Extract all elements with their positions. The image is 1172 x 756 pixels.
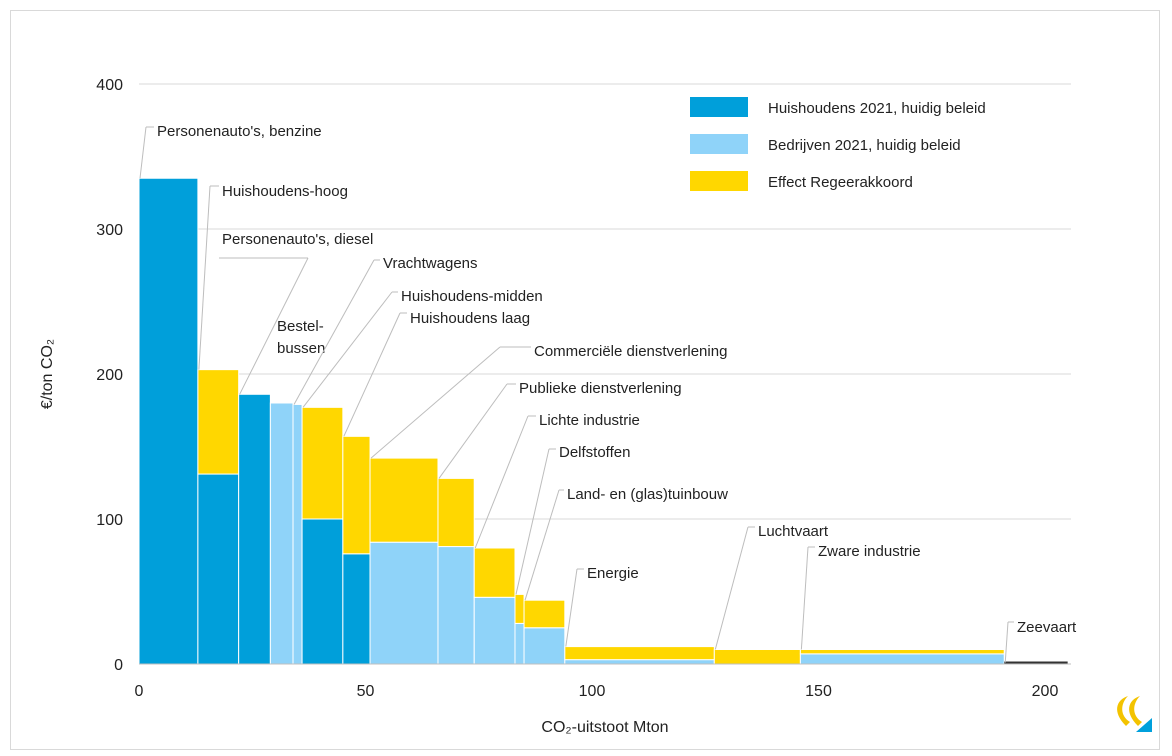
annotation-label-13: Luchtvaart: [758, 523, 829, 540]
bar-base-2: [238, 393, 271, 665]
legend-label-effect: Effect Regeerakkoord: [768, 174, 913, 191]
bar-effect-8: [437, 477, 475, 548]
bar-base-4: [292, 403, 303, 665]
annotation-leader-9: [474, 415, 529, 549]
annotation-label-2: Personenauto's, diesel: [222, 231, 373, 248]
y-tick-label-400: 400: [96, 77, 123, 94]
y-tick-label-300: 300: [96, 222, 123, 239]
bar-effect-7: [369, 457, 439, 543]
y-axis-title: €/ton CO₂: [39, 339, 56, 409]
annotation-leader-12: [565, 568, 578, 647]
annotation-label-12: Energie: [587, 565, 639, 582]
x-tick-label-200: 200: [1032, 683, 1059, 700]
legend-swatch-bedrijven: [690, 134, 748, 154]
annotation-leader-2: [239, 257, 309, 395]
bar-base-0: [138, 177, 199, 665]
bar-effect-11: [523, 599, 566, 629]
bar-base-8: [437, 546, 475, 665]
legend-swatch-effect: [690, 171, 748, 191]
annotation-leader-5: [302, 291, 393, 408]
annotation-leader-14: [800, 546, 809, 650]
annotation-leader-10: [515, 448, 550, 595]
bar-base-3: [269, 402, 294, 665]
legend-label-bedrijven: Bedrijven 2021, huidig beleid: [768, 137, 961, 154]
bar-base-5: [301, 518, 344, 665]
y-tick-label-0: 0: [114, 657, 123, 674]
bar-base-7: [369, 541, 439, 665]
annotation-leader-6: [343, 312, 401, 437]
annotation-label-8: Publieke dienstverlening: [519, 380, 682, 397]
bar-effect-10: [514, 593, 525, 624]
y-tick-label-100: 100: [96, 512, 123, 529]
chart-frame: [10, 10, 1160, 750]
annotation-leader-0: [139, 126, 147, 179]
bar-base-12: [564, 659, 715, 665]
annotation-label-1: Huishoudens-hoog: [222, 183, 348, 200]
annotation-label-15: Zeevaart: [1017, 619, 1077, 636]
bar-effect-6: [342, 435, 371, 555]
bar-base-6: [342, 553, 371, 665]
bar-effect-1: [197, 369, 240, 475]
annotation-leader-13: [714, 526, 749, 650]
annotation-label-3-1: bussen: [277, 340, 325, 357]
x-tick-label-50: 50: [357, 683, 375, 700]
annotation-leader-4: [293, 259, 375, 405]
annotation-label-0: Personenauto's, benzine: [157, 123, 322, 140]
annotation-leader-11: [524, 489, 560, 601]
legend-label-huishoudens: Huishoudens 2021, huidig beleid: [768, 100, 986, 117]
bar-base-1: [197, 473, 240, 665]
x-tick-label-100: 100: [579, 683, 606, 700]
annotation-label-4: Vrachtwagens: [383, 255, 478, 272]
y-tick-label-200: 200: [96, 367, 123, 384]
annotation-label-3-0: Bestel-: [277, 318, 324, 335]
annotation-label-14: Zware industrie: [818, 543, 921, 560]
annotation-leader-7: [370, 346, 501, 459]
annotation-label-9: Lichte industrie: [539, 412, 640, 429]
annotation-leader-15: [1004, 621, 1009, 663]
annotation-label-7: Commerciële dienstverlening: [534, 343, 727, 360]
bar-base-10: [514, 622, 525, 665]
legend-swatch-huishoudens: [690, 97, 748, 117]
bar-effect-5: [301, 406, 344, 520]
annotation-label-5: Huishoudens-midden: [401, 288, 543, 305]
bar-base-9: [473, 596, 516, 665]
bar-effect-12: [564, 646, 715, 661]
bar-base-11: [523, 627, 566, 665]
annotation-label-11: Land- en (glas)tuinbouw: [567, 486, 728, 503]
annotation-leader-8: [438, 383, 508, 479]
logo-mark: [1117, 696, 1152, 732]
x-axis-title: CO₂-uitstoot Mton: [541, 719, 668, 736]
bar-effect-13: [713, 649, 801, 665]
x-tick-label-0: 0: [135, 683, 144, 700]
x-tick-label-150: 150: [805, 683, 832, 700]
annotation-leader-1: [198, 185, 211, 370]
annotation-label-6: Huishoudens laag: [410, 310, 530, 327]
bar-base-14: [799, 653, 1005, 665]
annotation-label-10: Delfstoffen: [559, 444, 630, 461]
bar-effect-14: [799, 649, 1005, 655]
bar-effect-9: [473, 547, 516, 598]
